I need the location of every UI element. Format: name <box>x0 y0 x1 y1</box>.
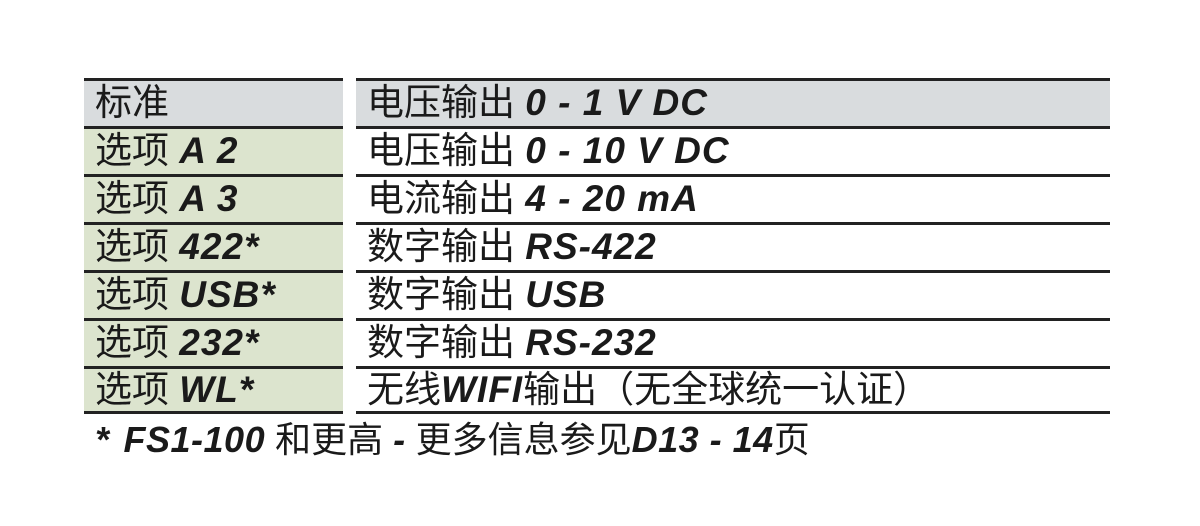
description-value: 0 - 1 V DC <box>525 82 708 123</box>
footnote-text: 和更高 <box>265 419 394 460</box>
description-label: 电流输出 <box>367 178 526 219</box>
option-code: WL* <box>179 369 255 410</box>
option-label: 选项 <box>95 226 180 267</box>
description-label: 数字输出 <box>367 226 526 267</box>
option-cell: 选项 A 3 <box>84 174 343 222</box>
option-code: 232* <box>179 322 260 363</box>
option-cell: 选项 USB* <box>84 270 343 318</box>
description-value: 0 - 10 V DC <box>525 130 730 171</box>
column-gap <box>343 78 356 126</box>
description-label: 无线 <box>367 369 441 410</box>
description-label: 数字输出 <box>367 322 526 363</box>
column-gap <box>343 126 356 174</box>
option-label: 选项 <box>95 369 180 410</box>
footnote-asterisk: * <box>95 419 110 460</box>
description-value: RS-422 <box>525 226 657 267</box>
option-code: USB* <box>179 274 276 315</box>
table-row-option-232: 选项 232* 数字输出 RS-232 <box>84 318 1110 366</box>
table-row-standard: 标准 电压输出 0 - 1 V DC <box>84 78 1110 126</box>
option-label: 选项 <box>95 274 180 315</box>
description-value: RS-232 <box>525 322 657 363</box>
option-cell: 选项 A 2 <box>84 126 343 174</box>
description-value: WIFI <box>441 369 524 410</box>
footnote-model-code: FS1-100 <box>123 419 266 460</box>
description-cell: 电压输出 0 - 10 V DC <box>356 126 1110 174</box>
column-gap <box>343 174 356 222</box>
description-cell: 电压输出 0 - 1 V DC <box>356 78 1110 126</box>
table-row-option-wl: 选项 WL* 无线WIFI输出（无全球统一认证） <box>84 366 1110 414</box>
description-value: 4 - 20 mA <box>525 178 699 219</box>
option-cell: 选项 232* <box>84 318 343 366</box>
footnote-text: 更多信息参见 <box>405 419 632 460</box>
option-cell: 选项 422* <box>84 222 343 270</box>
column-gap <box>343 366 356 414</box>
option-label: 选项 <box>95 322 180 363</box>
option-cell: 选项 WL* <box>84 366 343 414</box>
description-cell: 电流输出 4 - 20 mA <box>356 174 1110 222</box>
description-label: 电压输出 <box>367 130 526 171</box>
table-row-option-a3: 选项 A 3 电流输出 4 - 20 mA <box>84 174 1110 222</box>
description-cell: 数字输出 USB <box>356 270 1110 318</box>
column-gap <box>343 222 356 270</box>
option-code: A 3 <box>179 178 239 219</box>
table-row-option-422: 选项 422* 数字输出 RS-422 <box>84 222 1110 270</box>
table-row-option-a2: 选项 A 2 电压输出 0 - 10 V DC <box>84 126 1110 174</box>
footnote-page-suffix: 页 <box>773 419 810 460</box>
description-cell: 无线WIFI输出（无全球统一认证） <box>356 366 1110 414</box>
output-options-table: 标准 电压输出 0 - 1 V DC 选项 A 2 电压输出 0 - 10 V … <box>84 78 1110 414</box>
option-code: A 2 <box>179 130 239 171</box>
option-cell: 标准 <box>84 78 343 126</box>
table-row-option-usb: 选项 USB* 数字输出 USB <box>84 270 1110 318</box>
column-gap <box>343 270 356 318</box>
option-label: 标准 <box>95 82 169 123</box>
description-label: 电压输出 <box>367 82 526 123</box>
description-label: 数字输出 <box>367 274 526 315</box>
column-gap <box>343 318 356 366</box>
description-cell: 数字输出 RS-422 <box>356 222 1110 270</box>
description-cell: 数字输出 RS-232 <box>356 318 1110 366</box>
footnote-dash: - <box>393 419 406 460</box>
footnote-page-ref: D13 - 14 <box>631 419 774 460</box>
option-code: 422* <box>179 226 260 267</box>
option-label: 选项 <box>95 130 180 171</box>
description-value: USB <box>525 274 607 315</box>
footnote: * FS1-100 和更高 - 更多信息参见D13 - 14页 <box>95 420 810 460</box>
option-label: 选项 <box>95 178 180 219</box>
description-suffix: 输出（无全球统一认证） <box>523 369 931 410</box>
